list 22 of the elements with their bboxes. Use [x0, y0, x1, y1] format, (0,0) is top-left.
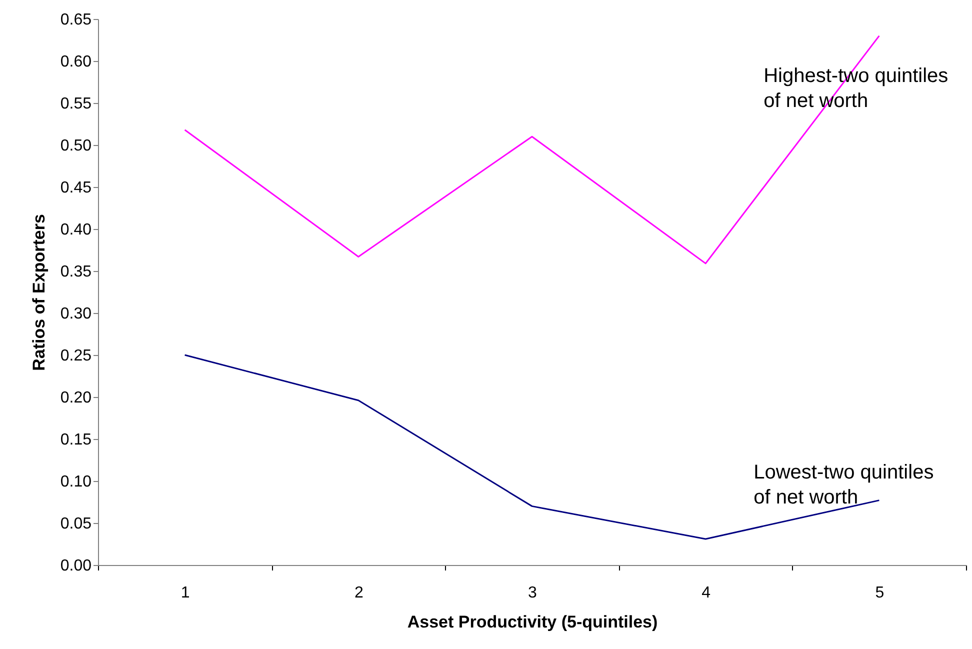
y-tick-label: 0.40 [60, 222, 92, 238]
y-tick-label: 0.35 [60, 264, 92, 280]
y-tick-label: 0.00 [60, 558, 92, 574]
y-tick-label: 0.05 [60, 516, 92, 532]
x-tick-label: 1 [180, 584, 190, 602]
x-tick-label: 4 [702, 584, 711, 602]
x-tick-label: 3 [528, 584, 538, 602]
y-tick-label: 0.60 [60, 54, 92, 70]
y-tick-label: 0.65 [60, 12, 92, 28]
y-tick-label: 0.30 [60, 306, 92, 322]
y-tick-label: 0.10 [60, 474, 92, 490]
y-tick-label: 0.45 [60, 180, 92, 196]
x-axis-title: Asset Productivity (5-quintiles) [407, 612, 658, 632]
x-tick-label: 5 [875, 584, 884, 602]
series-label: Lowest-two quintiles of net worth [754, 461, 934, 508]
y-tick-label: 0.55 [60, 96, 92, 112]
y-tick-label: 0.15 [60, 432, 92, 448]
y-tick-label: 0.20 [60, 390, 92, 406]
y-tick-label: 0.50 [60, 138, 92, 154]
x-tick-label: 2 [354, 584, 364, 602]
y-tick-label: 0.25 [60, 348, 92, 364]
y-axis-title: Ratios of Exporters [29, 214, 48, 371]
